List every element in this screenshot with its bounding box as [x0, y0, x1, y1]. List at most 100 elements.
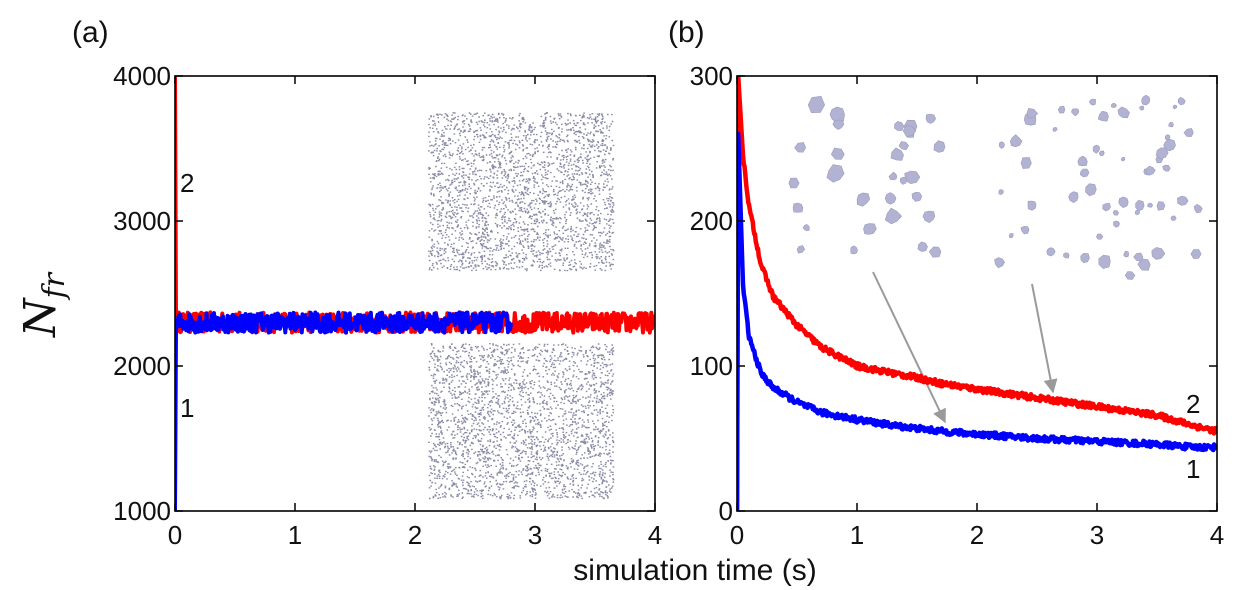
particle-cluster [911, 191, 923, 202]
panel-a-series [175, 76, 655, 511]
particle-cluster [1085, 183, 1097, 197]
panel-a-inset-bottom-particles [428, 343, 615, 500]
particle-cluster [788, 177, 800, 189]
particle-cluster [807, 95, 826, 114]
particle-cluster [1117, 106, 1130, 119]
particle-cluster [1190, 249, 1202, 259]
panel-b-arrows [872, 271, 1058, 424]
panel-a-axes: 0 1 2 3 4 1000 2000 3000 4000 [113, 61, 662, 550]
panel-a-x-tick-label: 1 [288, 520, 302, 550]
particle-cluster [998, 189, 1004, 195]
panel-a-frame [174, 75, 656, 512]
panel-a-label: (a) [72, 16, 109, 49]
particle-cluster [917, 241, 928, 252]
particle-cluster [1110, 102, 1117, 108]
panel-b-y-tick-label: 100 [690, 351, 733, 381]
panel-b-inset-right-clusters [994, 94, 1203, 280]
panel-b-inset-left-clusters [788, 95, 946, 258]
particle-cluster [1096, 233, 1104, 240]
panel-a: 0 1 2 3 4 1000 2000 3000 4000 2 1 [113, 61, 662, 550]
particle-cluster [1046, 247, 1056, 257]
particle-cluster [1008, 232, 1014, 239]
panel-a-curve-2-label: 2 [180, 168, 194, 198]
particle-cluster [1080, 252, 1090, 264]
particle-cluster [794, 142, 807, 153]
y-axis-label: Nfr [15, 271, 72, 338]
panel-a-y-tick-label: 3000 [113, 206, 171, 236]
y-axis-label-sub: fr [37, 271, 72, 300]
particle-cluster [1020, 225, 1030, 235]
particle-cluster [1027, 200, 1037, 211]
particle-cluster [1068, 191, 1079, 204]
particle-cluster [850, 245, 858, 255]
particle-cluster [802, 223, 810, 232]
particle-cluster [1193, 204, 1203, 214]
particle-cluster [1137, 258, 1151, 271]
particle-cluster [1156, 201, 1166, 211]
panel-b-axes: 0 1 2 3 4 0 100 200 300 [690, 61, 1225, 550]
particle-cluster [1177, 96, 1186, 106]
svg-text:Nfr: Nfr [15, 271, 72, 338]
panel-a-y-tick-label: 4000 [113, 61, 171, 91]
particle-cluster [830, 147, 845, 160]
panel-b-series-1-line [737, 131, 1217, 511]
particle-cluster [1009, 134, 1023, 148]
particle-cluster [994, 257, 1005, 269]
panel-a-insets [428, 112, 615, 500]
arrow-right-inset [1031, 283, 1058, 394]
particle-cluster [1118, 196, 1129, 208]
particle-cluster [1162, 164, 1171, 172]
particle-cluster [1113, 220, 1120, 228]
particle-dots [428, 112, 615, 272]
panel-b-y-tick-label: 300 [690, 61, 733, 91]
panel-b-x-tick-label: 3 [1090, 520, 1104, 550]
panel-b-curve-1-label: 1 [1186, 454, 1200, 484]
particle-cluster [998, 141, 1005, 149]
particle-cluster [856, 192, 871, 207]
particle-cluster [1079, 168, 1090, 178]
particle-cluster [1164, 134, 1171, 141]
panel-b-series [737, 76, 1217, 511]
particle-cluster [1102, 203, 1111, 212]
particle-cluster [1183, 128, 1194, 137]
panel-a-x-tick-label: 2 [408, 520, 422, 550]
panel-b-label: (b) [668, 16, 705, 49]
panel-b-x-tick-label: 2 [970, 520, 984, 550]
particle-cluster [1177, 195, 1189, 206]
particle-cluster [1163, 138, 1176, 152]
particle-cluster [888, 171, 898, 181]
particle-cluster [1147, 202, 1154, 208]
panel-a-y-tick-label: 1000 [113, 496, 171, 526]
panel-a-x-tick-label: 4 [648, 520, 662, 550]
particle-cluster [1141, 94, 1151, 106]
particle-cluster [1098, 254, 1111, 269]
particle-cluster [1088, 98, 1096, 106]
particle-cluster [1145, 165, 1156, 176]
panel-a-y-tick-label: 2000 [113, 351, 171, 381]
particle-cluster [1172, 104, 1178, 110]
panel-b-y-tick-label: 0 [719, 496, 733, 526]
particle-cluster [1098, 150, 1105, 157]
particle-cluster [1071, 108, 1080, 117]
particle-cluster [1170, 215, 1177, 221]
particle-cluster [1057, 105, 1066, 114]
particle-cluster [933, 140, 946, 153]
panel-a-series-1-line [175, 310, 513, 511]
particle-cluster [1063, 252, 1070, 259]
panel-b: 0 1 2 3 4 0 100 200 300 2 1 [690, 61, 1225, 550]
particle-cluster [898, 141, 909, 151]
particle-cluster [1135, 199, 1145, 212]
particle-cluster [922, 210, 936, 224]
particle-cluster [904, 170, 921, 185]
particle-cluster [796, 245, 806, 254]
particle-cluster [1123, 250, 1130, 258]
panel-a-x-tick-label: 3 [528, 520, 542, 550]
particle-cluster [899, 176, 908, 185]
particle-cluster [832, 119, 845, 130]
particle-cluster [928, 246, 942, 258]
particle-cluster [925, 113, 936, 124]
panel-a-inset-top-particles [428, 112, 615, 272]
y-axis-label-main: N [15, 297, 66, 338]
panel-b-x-tick-label: 1 [850, 520, 864, 550]
